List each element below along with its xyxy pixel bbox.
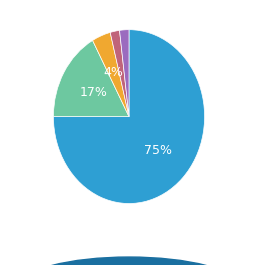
Wedge shape xyxy=(53,41,129,117)
Wedge shape xyxy=(119,30,129,117)
Wedge shape xyxy=(110,30,129,117)
Text: 4%: 4% xyxy=(104,66,124,79)
Wedge shape xyxy=(53,30,205,204)
Wedge shape xyxy=(93,32,129,117)
Text: 75%: 75% xyxy=(144,144,172,157)
Text: 17%: 17% xyxy=(79,86,107,99)
